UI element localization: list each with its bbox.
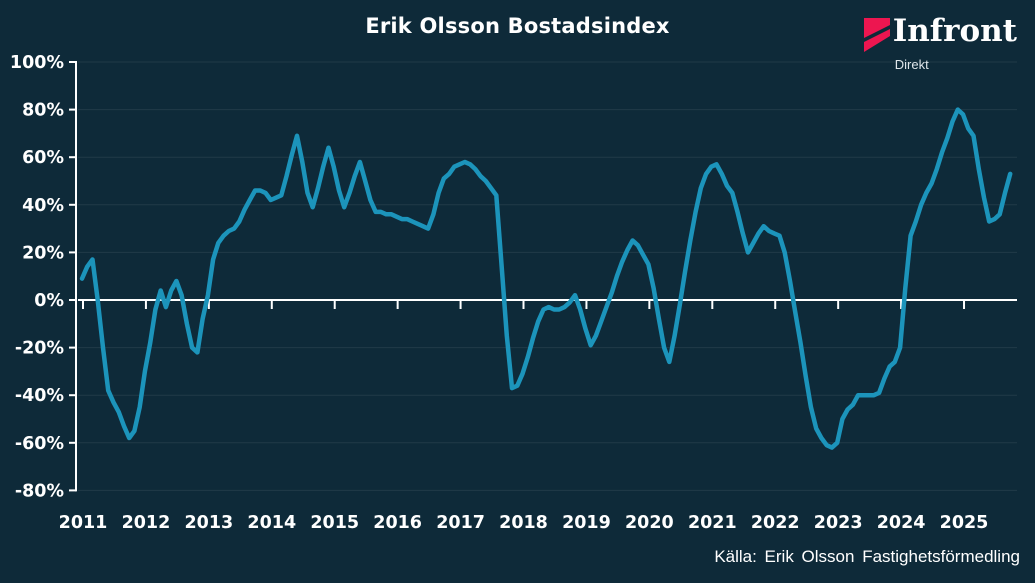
- x-axis-label: 2014: [247, 513, 296, 533]
- x-axis-label: 2015: [310, 513, 359, 533]
- y-axis-label: 80%: [22, 101, 64, 121]
- y-axis-label: 100%: [10, 53, 64, 73]
- y-axis-label: 40%: [22, 196, 64, 216]
- infront-logo: Infront Direkt: [863, 13, 1017, 72]
- y-axis-label: -80%: [15, 481, 64, 501]
- x-axis-label: 2022: [751, 513, 800, 533]
- x-axis-label: 2013: [185, 513, 234, 533]
- x-axis-label: 2019: [562, 513, 611, 533]
- x-axis-label: 2021: [688, 513, 737, 533]
- x-axis-label: 2018: [499, 513, 548, 533]
- y-axis-label: 60%: [22, 148, 64, 168]
- y-axis-label: -60%: [15, 434, 64, 454]
- logo-brand-text: Infront: [892, 13, 1017, 49]
- x-axis-label: 2011: [59, 513, 108, 533]
- x-axis-label: 2024: [877, 513, 926, 533]
- y-axis-label: 0%: [34, 291, 64, 311]
- y-axis-label: 20%: [22, 243, 64, 263]
- x-axis-label: 2025: [940, 513, 989, 533]
- page-title: Erik Olsson Bostadsindex: [365, 14, 670, 38]
- logo-sub-text: Direkt: [894, 57, 929, 72]
- x-axis-label: 2012: [122, 513, 171, 533]
- source-caption: Källa: Erik Olsson Fastighetsförmedling: [714, 547, 1020, 566]
- x-axis-label: 2016: [373, 513, 422, 533]
- y-axis-label: -20%: [15, 339, 64, 359]
- y-axis-label: -40%: [15, 386, 64, 406]
- x-axis-label: 2020: [625, 513, 674, 533]
- infront-logo-icon: [863, 18, 890, 52]
- index-line: [79, 107, 1013, 450]
- x-axis-label: 2017: [436, 513, 485, 533]
- x-axis-label: 2023: [814, 513, 863, 533]
